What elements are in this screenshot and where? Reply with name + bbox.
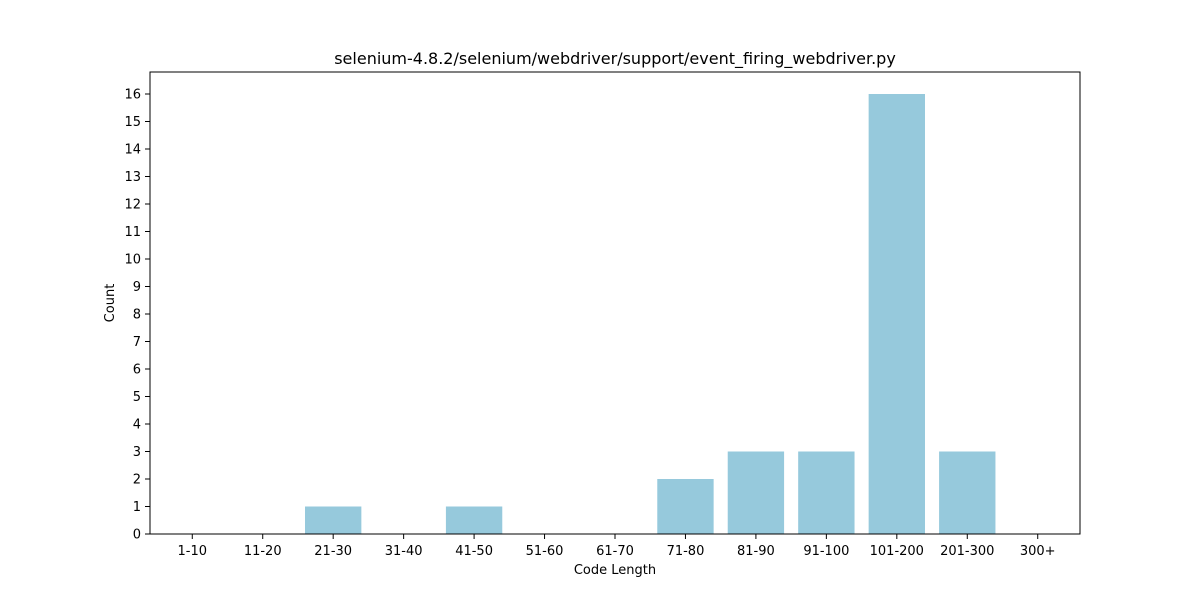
y-tick-label-10: 10 [124,253,141,268]
x-tick-label-81-90: 81-90 [737,544,775,559]
x-tick-label-201-300: 201-300 [940,544,994,559]
x-tick-label-101-200: 101-200 [870,544,924,559]
y-tick-label-15: 15 [124,115,141,130]
bar-81-90 [727,451,785,534]
x-tick-label-41-50: 41-50 [455,544,493,559]
bar-101-200 [868,94,925,534]
y-tick-label-4: 4 [133,418,141,433]
y-tick-label-12: 12 [124,198,141,213]
x-tick-label-71-80: 71-80 [667,544,705,559]
chart-title: selenium-4.8.2/selenium/webdriver/suppor… [334,49,896,69]
y-tick-label-6: 6 [133,363,141,378]
bar-201-300 [939,451,996,534]
plot-area: 1-10 11-20 21-30 31-40 41-50 51-60 61-70 71-80 8… [124,88,1055,560]
y-tick-label-9: 9 [133,280,141,295]
bar-71-80 [657,479,714,534]
y-tick-label-16: 16 [124,88,141,103]
y-tick-label-5: 5 [133,390,141,405]
x-tick-label-51-60: 51-60 [526,544,564,559]
y-tick-label-8: 8 [133,308,141,323]
y-tick-label-11: 11 [124,225,141,240]
y-axis-label: Count [103,284,118,323]
y-tick-label-7: 7 [133,335,141,350]
x-axis-label: Code Length [574,563,656,578]
bar-91-100 [798,451,855,534]
x-tick-label-91-100: 91-100 [803,544,849,559]
x-tick-label-11-20: 11-20 [244,544,282,559]
y-tick-label-13: 13 [124,170,141,185]
y-tick-label-2: 2 [133,473,141,488]
y-tick-label-1: 1 [133,500,141,515]
y-tick-label-3: 3 [133,445,141,460]
x-tick-label-61-70: 61-70 [596,544,634,559]
x-tick-label-21-30: 21-30 [314,544,352,559]
bar-41-50 [445,506,503,534]
axes-frame [149,71,1081,535]
y-tick-label-14: 14 [124,143,141,158]
x-tick-label-1-10: 1-10 [178,544,208,559]
y-tick-label-0: 0 [133,528,141,543]
x-tick-label-300+: 300+ [1020,544,1056,559]
bar-21-30 [305,506,362,534]
x-tick-label-31-40: 31-40 [385,544,423,559]
